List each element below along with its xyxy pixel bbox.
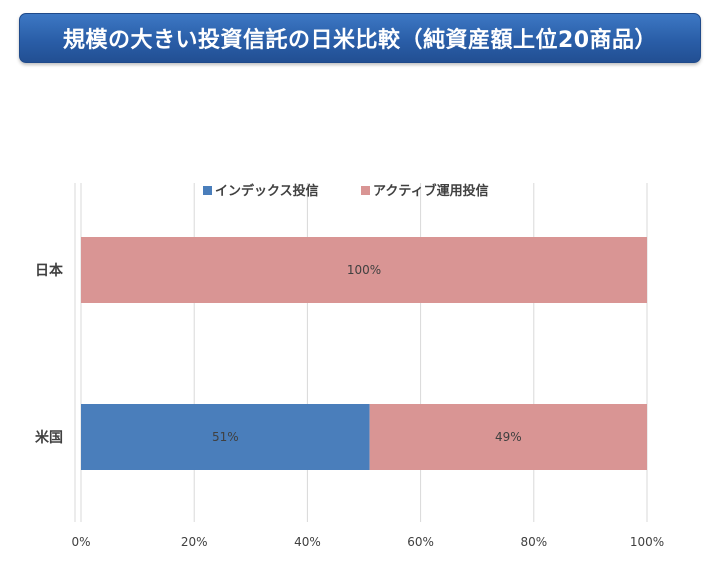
chart-bar-labels: 100% 51% 49%: [212, 263, 522, 444]
bar-segment: [369, 404, 647, 470]
x-tick-label: 100%: [630, 535, 664, 549]
chart-tick-labels: 0% 20% 40% 60% 80% 100%: [71, 535, 664, 549]
legend-swatch: [361, 186, 370, 195]
x-tick-label: 0%: [71, 535, 90, 549]
chart-legend: インデックス投信 アクティブ運用投信: [203, 183, 489, 199]
chart-bars: [81, 237, 647, 470]
bar-data-label: 49%: [495, 430, 522, 444]
x-tick-label: 80%: [520, 535, 547, 549]
category-label: 米国: [35, 429, 63, 446]
x-tick-label: 40%: [294, 535, 321, 549]
title-banner: 規模の大きい投資信託の日米比較（純資産額上位20商品）: [19, 13, 701, 63]
legend-label: インデックス投信: [215, 183, 319, 199]
chart-grid: [74, 183, 648, 522]
x-tick-label: 60%: [407, 535, 434, 549]
bar-segment: [81, 237, 647, 303]
category-label: 日本: [35, 262, 64, 279]
x-tick-label: 20%: [181, 535, 208, 549]
bar-data-label: 51%: [212, 430, 239, 444]
bar-segment: [81, 404, 370, 470]
legend-swatch: [203, 186, 212, 195]
chart-title: 規模の大きい投資信託の日米比較（純資産額上位20商品）: [62, 28, 658, 53]
legend-label: アクティブ運用投信: [373, 183, 489, 199]
bar-data-label: 100%: [347, 263, 381, 277]
